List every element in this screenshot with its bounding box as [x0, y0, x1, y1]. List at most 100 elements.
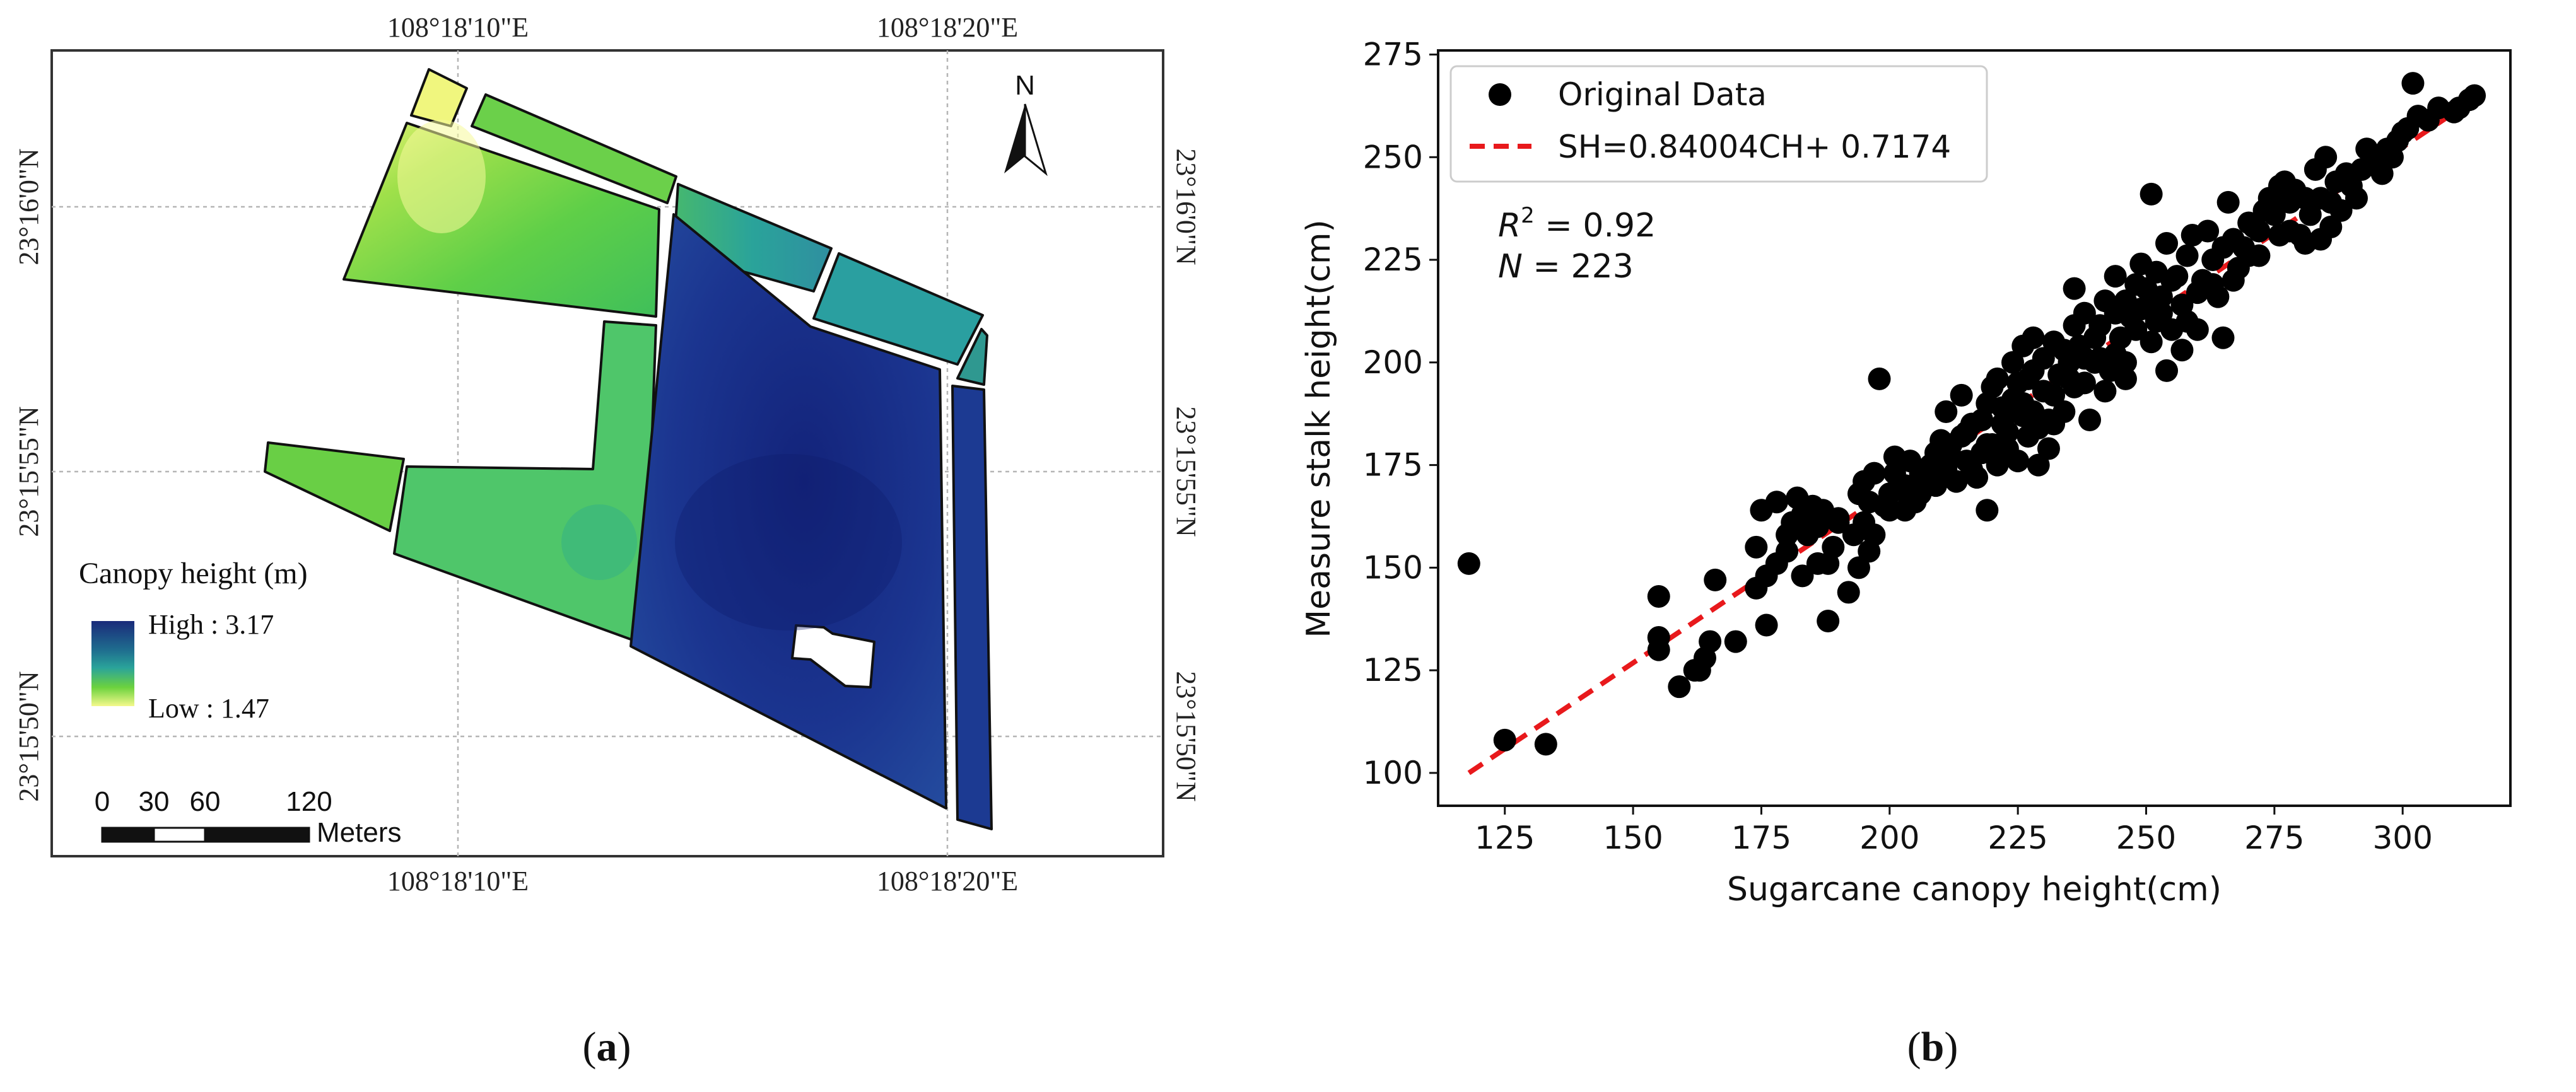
x-tick-label: 275: [2244, 820, 2304, 856]
data-point: [1647, 584, 1670, 608]
coord-label-top-left: 108°18'10"E: [387, 12, 529, 43]
coord-label-right-mid: 23°15'55"N: [1171, 406, 1202, 537]
axis-ticks: 125 150 175 200 225 250 275 300 100 125 150 175 200 2…: [1363, 37, 2433, 856]
coord-label-left-bottom: 23°15'50"N: [13, 671, 44, 801]
data-point: [1724, 630, 1747, 653]
data-point: [2247, 219, 2271, 243]
data-point: [1924, 474, 1947, 497]
parcel-hole: [791, 624, 875, 688]
data-point: [2237, 244, 2261, 267]
data-point: [1894, 499, 1917, 522]
y-axis-title: Measure stalk height(cm): [1300, 219, 1338, 638]
x-tick-label: 225: [1988, 820, 2047, 856]
coord-label-bottom-right: 108°18'20"E: [877, 866, 1018, 897]
data-point: [2124, 318, 2148, 341]
parcel-green-west-strip: [264, 441, 405, 532]
data-point: [1837, 581, 1860, 604]
data-point: [2022, 326, 2045, 349]
coord-label-left-mid: 23°15'55"N: [13, 406, 44, 537]
parcel-teal-tiny: [956, 328, 988, 386]
data-point: [1493, 728, 1516, 752]
data-point: [1909, 462, 1932, 485]
data-point: [1755, 613, 1778, 637]
x-tick-label: 250: [2116, 820, 2176, 856]
data-point: [2088, 314, 2112, 337]
data-point: [2216, 190, 2240, 214]
data-point: [2114, 367, 2137, 390]
data-point: [2093, 380, 2117, 403]
x-tick-label: 125: [1475, 820, 1535, 856]
data-point: [2360, 149, 2384, 173]
coord-label-right-bottom: 23°15'50"N: [1171, 671, 1202, 801]
data-point: [2222, 228, 2245, 251]
data-point: [2155, 359, 2179, 382]
data-point: [2073, 301, 2096, 325]
data-point: [1996, 421, 2019, 444]
legend-box: [1449, 65, 1988, 183]
parcel-teal-east: [812, 252, 984, 366]
legend-low-label: Low : 1.47: [148, 693, 269, 724]
x-tick-label: 200: [1859, 820, 1919, 856]
data-point: [2268, 174, 2291, 197]
scale-tick-label: 0: [95, 786, 110, 817]
data-point: [2104, 265, 2127, 288]
coord-label-bottom-left: 108°18'10"E: [387, 866, 529, 897]
data-point: [2314, 146, 2338, 169]
field-parcels: [264, 68, 993, 830]
legend-entry-scatter: Original Data: [1558, 76, 1767, 113]
north-label: N: [1015, 70, 1035, 101]
data-point: [1863, 523, 1886, 547]
data-point: [2042, 412, 2066, 436]
chart-legend: Original Data SH=0.84004CH+ 0.7174: [1449, 65, 1988, 183]
scatter-points: [1457, 72, 2486, 756]
legend-entry-fit: SH=0.84004CH+ 0.7174: [1558, 129, 1951, 165]
green-field-highlight: [397, 120, 486, 233]
data-point: [2042, 383, 2066, 407]
data-point: [1534, 733, 1557, 756]
y-tick-label: 175: [1363, 447, 1423, 484]
data-point: [1976, 499, 1999, 522]
legend-high-label: High : 3.17: [148, 609, 274, 640]
data-point: [1776, 540, 1799, 563]
y-tick-label: 125: [1363, 652, 1423, 688]
data-point: [2211, 326, 2235, 349]
data-point: [1863, 462, 1886, 485]
data-point: [1647, 638, 1670, 661]
scale-unit: Meters: [317, 817, 401, 848]
x-tick-label: 150: [1603, 820, 1663, 856]
data-point: [2160, 269, 2184, 292]
data-point: [2345, 187, 2368, 210]
data-point: [2155, 232, 2179, 255]
data-point: [1765, 491, 1788, 514]
data-point: [1704, 568, 1727, 591]
data-point: [2329, 199, 2353, 222]
x-tick-label: 300: [2372, 820, 2432, 856]
y-tick-label: 100: [1363, 755, 1423, 791]
scale-tick-label: 60: [190, 786, 221, 817]
data-point: [2401, 72, 2425, 95]
data-point: [2201, 273, 2225, 296]
data-point: [2114, 351, 2137, 374]
legend-marker-scatter: [1489, 83, 1511, 106]
coord-label-top-right: 108°18'20"E: [877, 12, 1018, 43]
data-point: [1827, 511, 1850, 534]
data-point: [2293, 187, 2317, 210]
scatter-panel: 125 150 175 200 225 250 275 300 100 125 150 175 200 2…: [1300, 37, 2512, 1070]
data-point: [2186, 318, 2209, 341]
y-tick-label: 200: [1363, 344, 1423, 381]
map-panel: 108°18'10"E 108°18'20"E 108°18'10"E 108°…: [13, 12, 1202, 1070]
data-point: [1986, 367, 2009, 390]
coord-label-left-top: 23°16'0"N: [13, 148, 44, 265]
y-tick-label: 225: [1363, 241, 1423, 278]
data-point: [2319, 215, 2343, 238]
data-point: [2063, 277, 2086, 300]
data-point: [2129, 252, 2153, 276]
data-point: [1457, 552, 1480, 575]
coord-label-right-top: 23°16'0"N: [1171, 148, 1202, 265]
data-point: [1950, 383, 1973, 407]
x-axis-title: Sugarcane canopy height(cm): [1727, 871, 2222, 909]
data-point: [1776, 523, 1799, 547]
data-point: [2022, 359, 2045, 382]
panel-a-caption: (a): [583, 1024, 631, 1070]
